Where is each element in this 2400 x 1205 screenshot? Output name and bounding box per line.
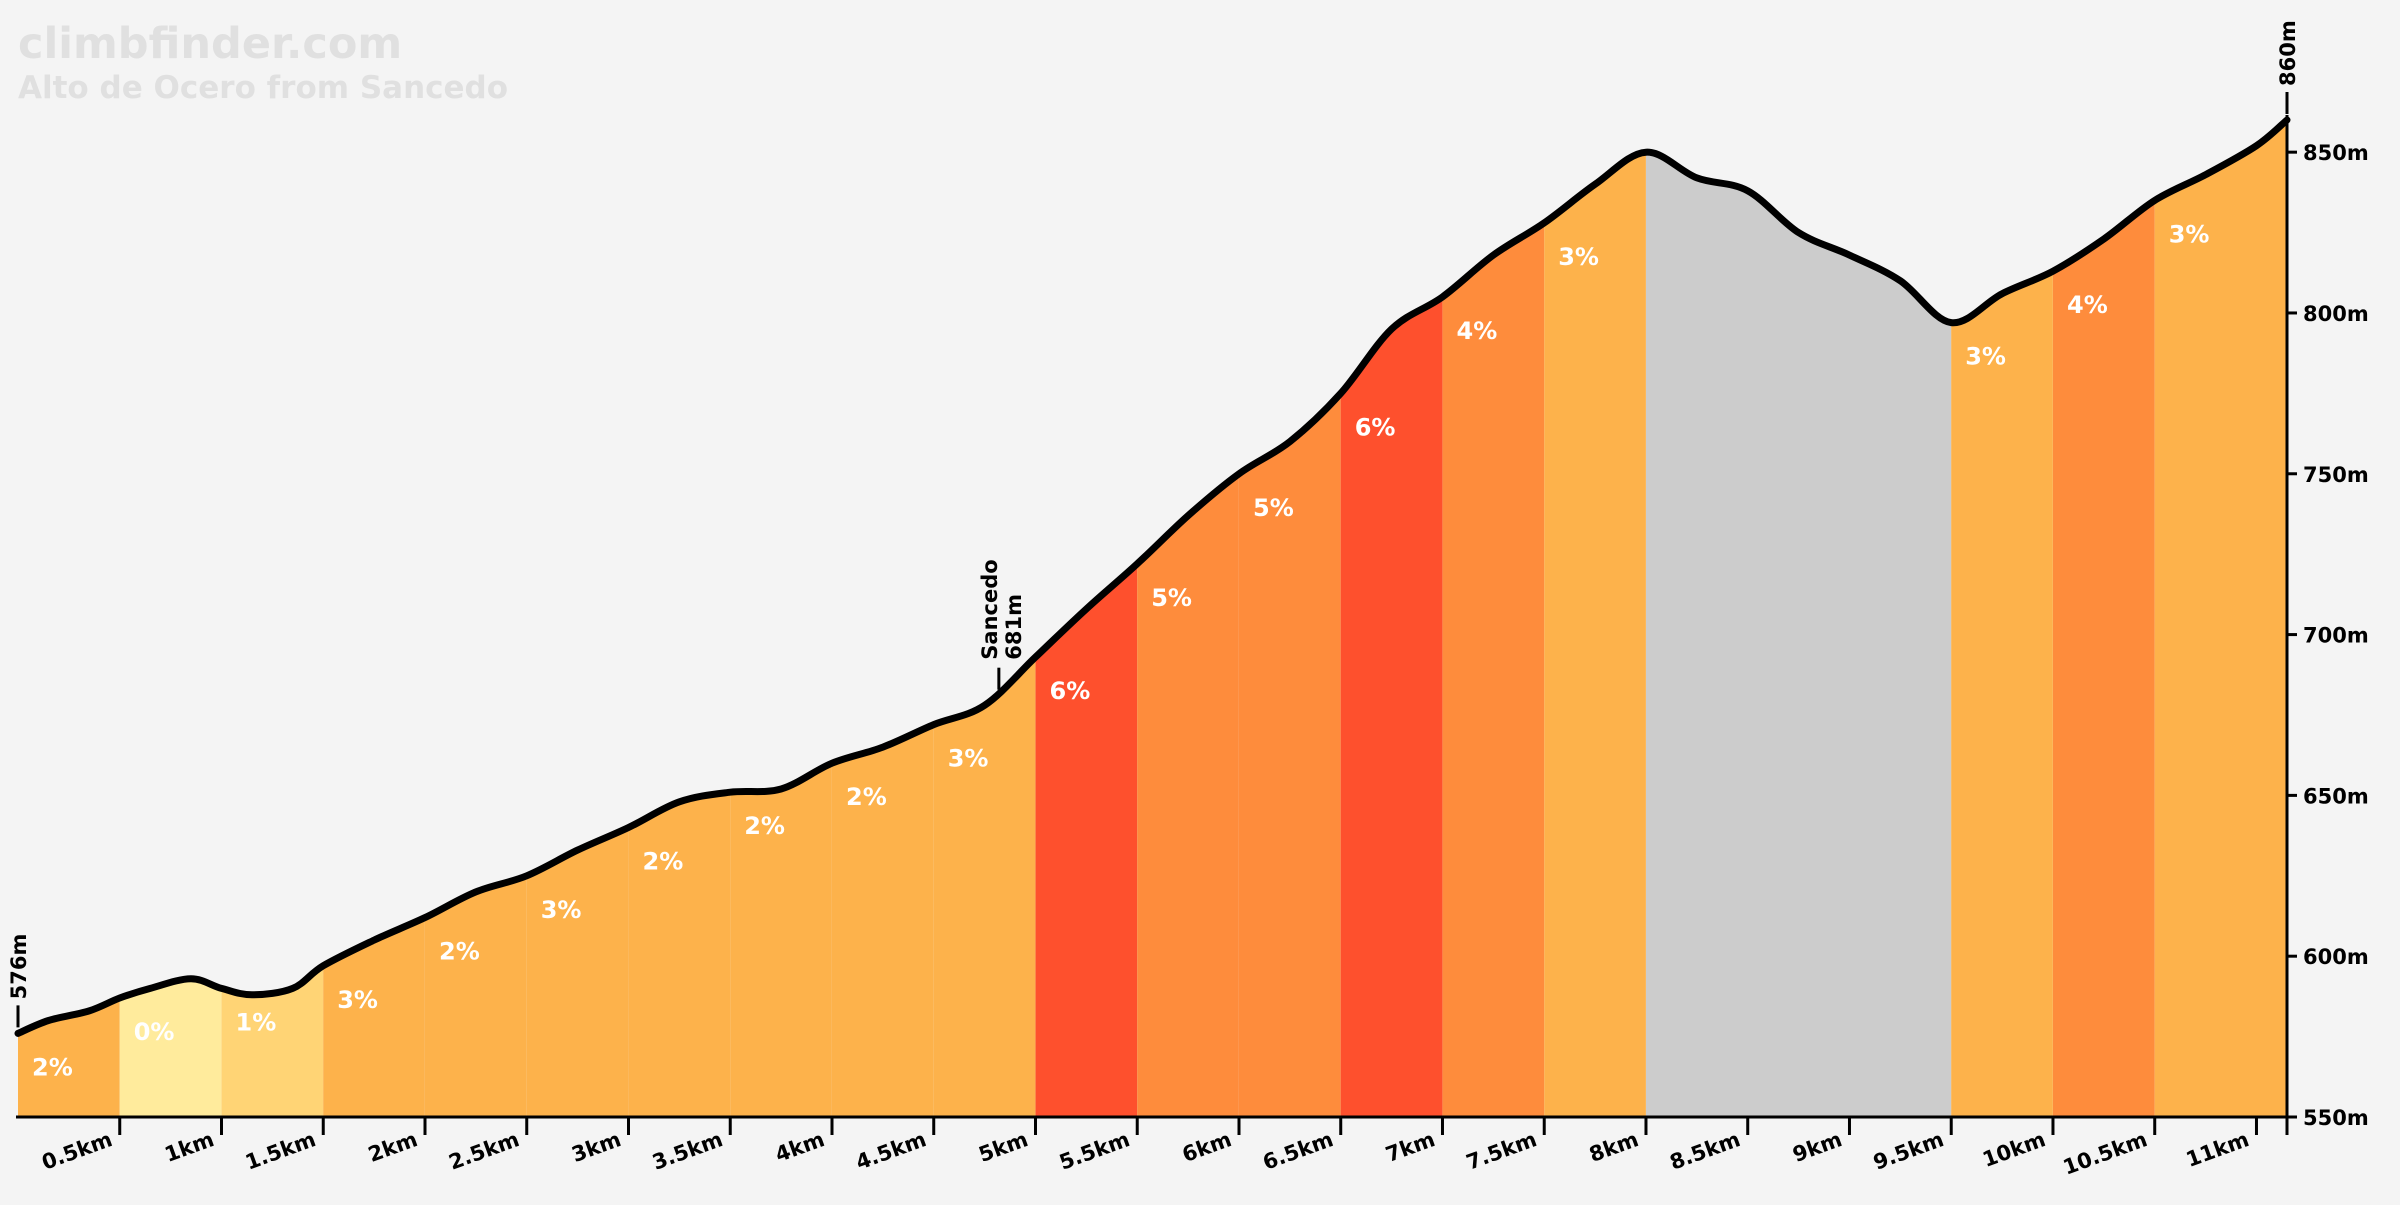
x-tick-label-12: 6.5km <box>1260 1127 1337 1175</box>
brand-logo: climbfinder.com <box>18 19 402 69</box>
grade-label-18: 4% <box>2067 291 2108 319</box>
grade-segment-0 <box>18 0 120 1117</box>
grade-segment-14 <box>1443 0 1545 1117</box>
grade-label-0: 2% <box>32 1053 73 1081</box>
chart-title: Alto de Ocero from Sancedo <box>18 70 508 106</box>
x-tick-label-14: 7.5km <box>1463 1127 1540 1175</box>
grade-label-6: 2% <box>643 848 684 876</box>
annotation-elev-1: 681m <box>1002 594 1026 660</box>
grade-segment-11 <box>1137 0 1239 1117</box>
grade-label-14: 4% <box>1457 317 1498 345</box>
grade-segment-13 <box>1341 0 1443 1117</box>
grade-label-3: 3% <box>337 986 378 1014</box>
x-tick-label-19: 10km <box>1979 1127 2048 1172</box>
y-tick-label-2: 650m <box>2303 784 2369 808</box>
x-tick-label-15: 8km <box>1586 1127 1642 1167</box>
annotation-elev-2: 860m <box>2276 20 2300 86</box>
grade-label-12: 5% <box>1253 494 1294 522</box>
grade-segment-9 <box>934 0 1036 1117</box>
grade-label-19: 3% <box>2169 220 2210 248</box>
grade-segment-10 <box>1036 0 1138 1117</box>
x-tick-label-21: 11km <box>2183 1127 2252 1172</box>
grade-segment-12 <box>1239 0 1341 1117</box>
grade-segment-3 <box>323 0 425 1117</box>
grade-label-1: 0% <box>134 1018 175 1046</box>
grade-segment-8 <box>832 0 934 1117</box>
x-tick-label-17: 9km <box>1790 1127 1846 1167</box>
y-tick-label-3: 700m <box>2303 624 2369 648</box>
x-tick-label-11: 6km <box>1179 1127 1235 1167</box>
grade-label-2: 1% <box>236 1008 277 1036</box>
x-tick-label-20: 10.5km <box>2060 1127 2151 1180</box>
x-tick-label-1: 1km <box>162 1127 218 1167</box>
x-tick-label-16: 8.5km <box>1667 1127 1744 1175</box>
x-tick-label-4: 2.5km <box>446 1127 523 1175</box>
annotation-name-1: Sancedo <box>978 559 1002 659</box>
grade-label-15: 3% <box>1558 243 1599 271</box>
grade-label-5: 3% <box>541 896 582 924</box>
grade-label-17: 3% <box>1965 343 2006 371</box>
grade-segment-16 <box>1646 0 1951 1117</box>
x-tick-label-18: 9.5km <box>1870 1127 1947 1175</box>
grade-segment-15 <box>1544 0 1646 1117</box>
grade-label-10: 6% <box>1050 677 1091 705</box>
grade-label-7: 2% <box>744 812 785 840</box>
x-tick-label-13: 7km <box>1383 1127 1439 1167</box>
grade-segment-18 <box>2053 0 2155 1117</box>
grade-label-11: 5% <box>1151 584 1192 612</box>
x-tick-label-3: 2km <box>365 1127 421 1167</box>
elevation-profile-chart: climbfinder.com Alto de Ocero from Sance… <box>0 0 2400 1200</box>
x-tick-label-0: 0.5km <box>39 1127 116 1175</box>
x-tick-label-6: 3.5km <box>649 1127 726 1175</box>
y-tick-label-0: 550m <box>2303 1106 2369 1130</box>
x-tick-label-10: 5.5km <box>1056 1127 1133 1175</box>
grade-segment-7 <box>730 0 832 1117</box>
y-tick-label-6: 850m <box>2303 141 2369 165</box>
y-tick-label-5: 800m <box>2303 302 2369 326</box>
elevation-chart-svg: climbfinder.com Alto de Ocero from Sance… <box>0 0 2400 1200</box>
grade-label-4: 2% <box>439 938 480 966</box>
grade-segment-2 <box>222 0 324 1117</box>
grade-label-9: 3% <box>948 745 989 773</box>
grade-segment-1 <box>120 0 222 1117</box>
y-tick-label-1: 600m <box>2303 945 2369 969</box>
x-tick-label-7: 4km <box>772 1127 828 1167</box>
grade-label-13: 6% <box>1355 413 1396 441</box>
grade-segment-6 <box>629 0 731 1117</box>
x-tick-label-8: 4.5km <box>853 1127 930 1175</box>
grade-label-8: 2% <box>846 783 887 811</box>
x-tick-label-5: 3km <box>569 1127 625 1167</box>
grade-segment-17 <box>1951 0 2053 1117</box>
y-tick-label-4: 750m <box>2303 463 2369 487</box>
grade-segment-5 <box>527 0 629 1117</box>
x-tick-label-9: 5km <box>976 1127 1032 1167</box>
annotation-elev-0: 576m <box>7 934 31 1000</box>
x-tick-label-2: 1.5km <box>242 1127 319 1175</box>
